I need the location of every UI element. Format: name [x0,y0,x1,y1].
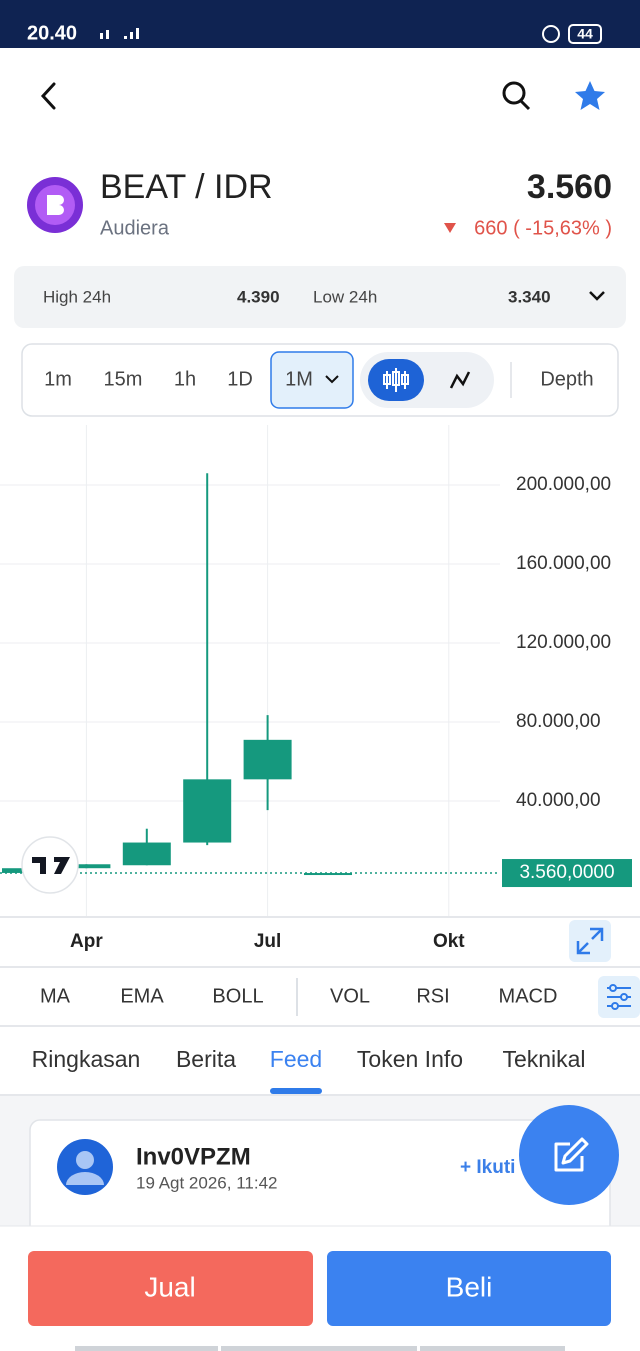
y-tick-label: 200.000,00 [516,474,611,495]
status-time: 20.40 [27,22,77,44]
candlestick-chart: Apr Jul Okt 40.000,00 80.000,00 120.000,00 160… [0,425,640,952]
last-price-badge [502,859,632,888]
price-change: 660 ( -15,63% ) [474,217,612,239]
candle-body [243,739,292,780]
settings-icon [607,984,631,1010]
battery-level: 44 [577,26,593,42]
sell-button[interactable] [28,1251,313,1326]
y-tick-label: 160.000,00 [516,553,611,574]
follow-button[interactable]: + Ikuti [460,1157,515,1178]
tab[interactable]: Teknikal [502,1046,585,1072]
tradingview-logo [21,836,79,894]
expand-stats[interactable] [589,291,605,301]
y-tick-label: 80.000,00 [516,711,601,732]
interval-option[interactable]: 1D [227,368,253,390]
indicator-option[interactable]: RSI [416,985,449,1007]
interval-option[interactable]: 15m [104,368,143,390]
indicator-option[interactable]: EMA [120,985,164,1007]
asset-pair: BEAT / IDR [100,168,273,206]
tab[interactable]: Ringkasan [32,1046,141,1072]
high-label: High 24h [43,287,111,306]
asset-name: Audiera [100,217,170,239]
buy-button[interactable] [327,1251,611,1326]
y-tick-label: 120.000,00 [516,632,611,653]
battery-icon [568,24,602,44]
fullscreen-icon [576,927,604,955]
avatar-body [66,1172,104,1185]
buy-label: Beli [446,1271,493,1302]
indicator-option[interactable]: BOLL [212,985,263,1007]
asset-price: 3.560 [527,168,612,206]
tab[interactable]: Token Info [357,1046,463,1072]
post-time: 19 Agt 2026, 11:42 [136,1173,277,1192]
nav-handle [75,1346,565,1351]
interval-option[interactable]: 1m [44,368,72,390]
indicator-option[interactable]: MACD [499,985,558,1007]
sell-label: Jual [144,1271,195,1302]
candle-icon [383,368,409,392]
down-arrow [444,223,456,233]
candle-body [304,873,352,876]
back-button[interactable] [40,82,56,110]
tab[interactable]: Feed [270,1046,322,1072]
status-bar [0,0,640,48]
tab-indicator [270,1088,322,1094]
tab[interactable]: Berita [176,1046,236,1072]
low-label: Low 24h [313,287,377,306]
favorite-button[interactable] [575,81,605,110]
post-user[interactable]: Inv0VPZM [136,1143,251,1170]
low-value: 3.340 [508,287,551,306]
x-tick-label: Jul [254,931,281,952]
avatar-head [76,1151,94,1169]
asset-logo-mark [47,195,64,215]
candle-body [183,779,232,843]
depth-button[interactable]: Depth [540,368,593,390]
search-button[interactable] [502,81,531,111]
fullscreen-button[interactable] [569,920,611,962]
candle-body [62,864,111,869]
candle-body [122,842,171,866]
plot-area [0,425,500,917]
compose-button[interactable] [519,1105,619,1205]
x-tick-label: Okt [433,931,465,952]
interval-selected [270,351,354,409]
indicator-option[interactable]: VOL [330,985,370,1007]
last-price-label: 3.560,0000 [519,862,614,883]
stats-box [14,266,626,328]
interval-option[interactable]: 1h [174,368,196,390]
interval-dropdown[interactable] [325,375,339,384]
line-mode-button[interactable] [449,371,471,389]
x-tick-label: Apr [70,931,103,952]
high-value: 4.390 [237,287,280,306]
indicator-option[interactable]: MA [40,985,71,1007]
y-tick-label: 40.000,00 [516,790,601,811]
signal-icon [100,28,139,39]
compose-icon [554,1137,589,1172]
tradingview-mark [32,857,70,874]
lock-icon [542,25,560,43]
interval-option[interactable]: 1M [285,368,313,390]
